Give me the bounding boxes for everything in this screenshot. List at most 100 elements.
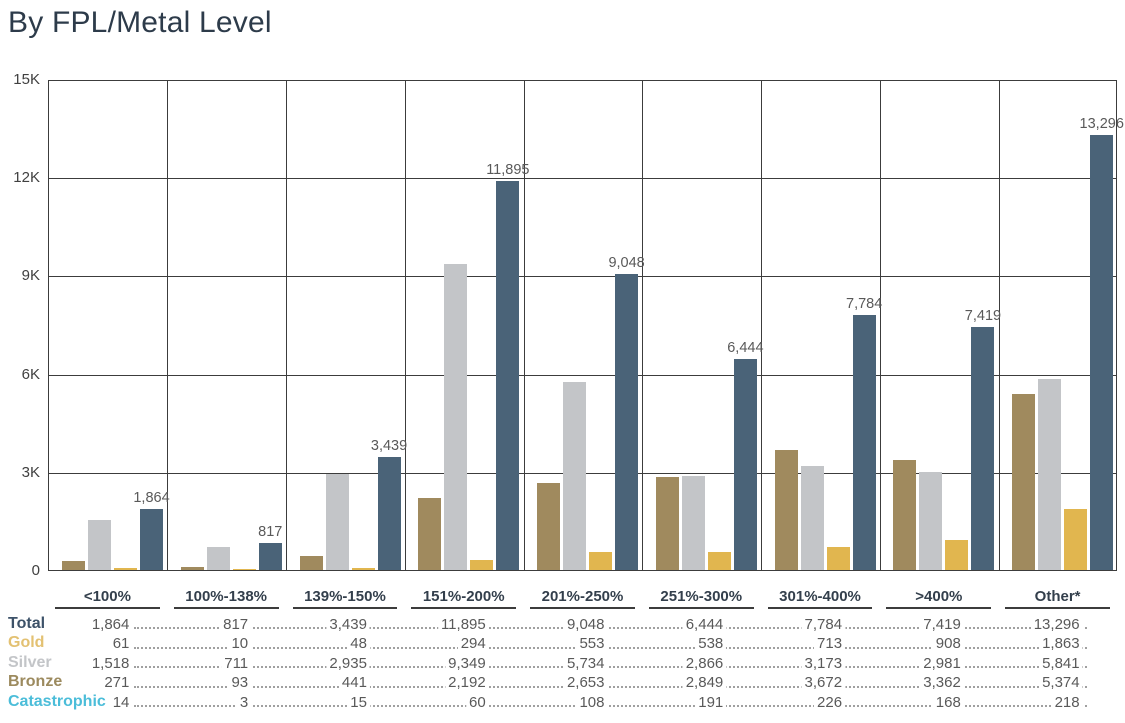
bar-bronze-other-[interactable] xyxy=(1012,394,1036,570)
x-axis-label--100-: <100% xyxy=(55,588,160,609)
bar-total-151-200-[interactable] xyxy=(496,180,520,570)
page-title: By FPL/Metal Level xyxy=(8,6,272,39)
table-value-gold-251-300-: 538 xyxy=(695,635,727,653)
table-value-bronze--100-: 271 xyxy=(101,674,133,692)
table-value-total--400-: 7,419 xyxy=(920,616,964,633)
bar-bronze-139-150-[interactable] xyxy=(299,555,323,570)
y-tick-label-15k: 15K xyxy=(13,71,40,88)
table-value-total-301-400-: 7,784 xyxy=(801,616,846,633)
series-legend-label-catastrophic: Catastrophic xyxy=(8,692,110,711)
table-value-total-201-250-: 9,048 xyxy=(563,616,608,633)
bar-silver-100-138-[interactable] xyxy=(206,546,230,570)
table-row-bronze: Bronze 271 93 441 2,192 2,653 2,849 3,672 3,362 5… xyxy=(0,672,1125,692)
bar-total--100-[interactable] xyxy=(140,509,163,570)
plot-area: 1,864 817 3,439 11,895 9,048 6,444 7,784 7,419 1… xyxy=(48,80,1124,571)
x-axis-label-151-200-: 151%-200% xyxy=(411,588,517,609)
bar-gold-139-150-[interactable] xyxy=(351,568,375,570)
y-tick-label-9k: 9K xyxy=(21,267,40,285)
table-row-total: Total 1,864 817 3,439 11,895 9,048 6,444 7,784 7… xyxy=(0,614,1125,633)
bar-gold-151-200-[interactable] xyxy=(470,560,494,570)
table-value-bronze-100-138-: 93 xyxy=(228,674,252,692)
bar-gold--400-[interactable] xyxy=(945,540,969,570)
bar-gold-301-400-[interactable] xyxy=(826,546,850,570)
vertical-gridline xyxy=(998,81,1000,570)
table-value-bronze--400-: 3,362 xyxy=(920,674,964,692)
x-axis-category-headers: <100% 100%-138% 139%-150% 151%-200% 201%-250… xyxy=(48,588,1117,612)
bar-total-139-150-[interactable] xyxy=(377,457,401,570)
bar-gold-201-250-[interactable] xyxy=(589,551,613,570)
table-value-catastrophic--400-: 168 xyxy=(932,693,964,711)
table-value-gold--400-: 908 xyxy=(932,635,964,653)
bar-total--400-[interactable] xyxy=(971,327,995,570)
bar-silver-139-150-[interactable] xyxy=(325,473,349,570)
bar-bronze-251-300-[interactable] xyxy=(655,476,679,570)
table-value-bronze-201-250-: 2,653 xyxy=(563,674,608,692)
vertical-gridline xyxy=(167,81,169,570)
series-legend-label-bronze: Bronze xyxy=(8,673,67,692)
vertical-gridline xyxy=(879,81,881,570)
bar-bronze--400-[interactable] xyxy=(893,459,917,570)
bar-value-label-251-300-: 6,444 xyxy=(727,340,764,357)
dotted-leader xyxy=(134,704,1087,707)
bar-total-301-400-[interactable] xyxy=(852,315,876,570)
table-value-total-other-: 13,296 xyxy=(1030,616,1083,633)
table-row-silver: Silver 1,518 711 2,935 9,349 5,734 2,866 3,173 2… xyxy=(0,653,1125,672)
y-tick-label-6k: 6K xyxy=(21,365,40,383)
bar-silver--100-[interactable] xyxy=(88,520,111,570)
bar-gold--100-[interactable] xyxy=(114,568,137,570)
bar-total-251-300-[interactable] xyxy=(733,359,757,570)
x-axis-label-251-300-: 251%-300% xyxy=(648,588,754,609)
bar-gold-other-[interactable] xyxy=(1064,509,1088,570)
bar-bronze-151-200-[interactable] xyxy=(418,498,442,570)
dotted-leader xyxy=(134,685,1087,688)
bar-value-label-301-400-: 7,784 xyxy=(846,296,883,313)
bar-silver--400-[interactable] xyxy=(919,472,943,570)
bar-silver-other-[interactable] xyxy=(1038,378,1062,570)
dotted-leader xyxy=(134,627,1087,630)
bar-total-other-[interactable] xyxy=(1090,134,1114,570)
table-value-gold-139-150-: 48 xyxy=(347,635,370,653)
bar-bronze-100-138-[interactable] xyxy=(180,566,204,570)
dotted-leader xyxy=(134,646,1087,649)
bar-silver-201-250-[interactable] xyxy=(563,382,587,570)
x-axis-label-301-400-: 301%-400% xyxy=(767,588,873,609)
table-row-gold: Gold 61 10 48 294 553 538 713 908 1,863 xyxy=(0,633,1125,653)
x-axis-label-201-250-: 201%-250% xyxy=(530,588,635,609)
bar-value-label-other-: 13,296 xyxy=(1079,115,1124,132)
table-value-gold-301-400-: 713 xyxy=(814,635,846,653)
table-value-silver-301-400-: 3,173 xyxy=(801,654,846,672)
bar-total-100-138-[interactable] xyxy=(258,543,282,570)
table-value-catastrophic-151-200-: 60 xyxy=(466,693,489,711)
table-value-silver-other-: 5,841 xyxy=(1039,654,1083,672)
y-axis: 0 3K 6K 9K 12K 15K xyxy=(0,0,40,723)
table-value-total-100-138-: 817 xyxy=(220,616,252,633)
bar-silver-151-200-[interactable] xyxy=(444,263,468,570)
bar-value-label-201-250-: 9,048 xyxy=(608,254,645,271)
vertical-gridline xyxy=(286,81,288,570)
horizontal-gridline xyxy=(49,276,1116,278)
table-value-gold--100-: 61 xyxy=(109,635,133,653)
table-value-silver-251-300-: 2,866 xyxy=(682,654,727,672)
bar-bronze-301-400-[interactable] xyxy=(774,449,798,570)
vertical-gridline xyxy=(523,81,525,570)
vertical-gridline xyxy=(761,81,763,570)
bar-bronze--100-[interactable] xyxy=(62,561,85,570)
bar-bronze-201-250-[interactable] xyxy=(537,483,561,570)
bar-value-label--100-: 1,864 xyxy=(133,490,170,506)
table-value-catastrophic-139-150-: 15 xyxy=(347,693,370,711)
x-axis-label-139-150-: 139%-150% xyxy=(292,588,398,609)
bar-silver-251-300-[interactable] xyxy=(681,476,705,570)
horizontal-gridline xyxy=(49,374,1116,376)
y-tick-label-3k: 3K xyxy=(21,463,40,481)
table-value-silver-100-138-: 711 xyxy=(221,654,252,672)
bar-silver-301-400-[interactable] xyxy=(800,466,824,570)
vertical-gridline xyxy=(404,81,406,570)
y-tick-label-0: 0 xyxy=(31,562,40,579)
dotted-leader xyxy=(134,666,1087,669)
table-value-bronze-other-: 5,374 xyxy=(1039,674,1083,692)
bar-gold-100-138-[interactable] xyxy=(232,568,256,570)
bar-total-201-250-[interactable] xyxy=(615,273,639,570)
bar-gold-251-300-[interactable] xyxy=(707,552,731,570)
table-value-gold-201-250-: 553 xyxy=(576,635,608,653)
